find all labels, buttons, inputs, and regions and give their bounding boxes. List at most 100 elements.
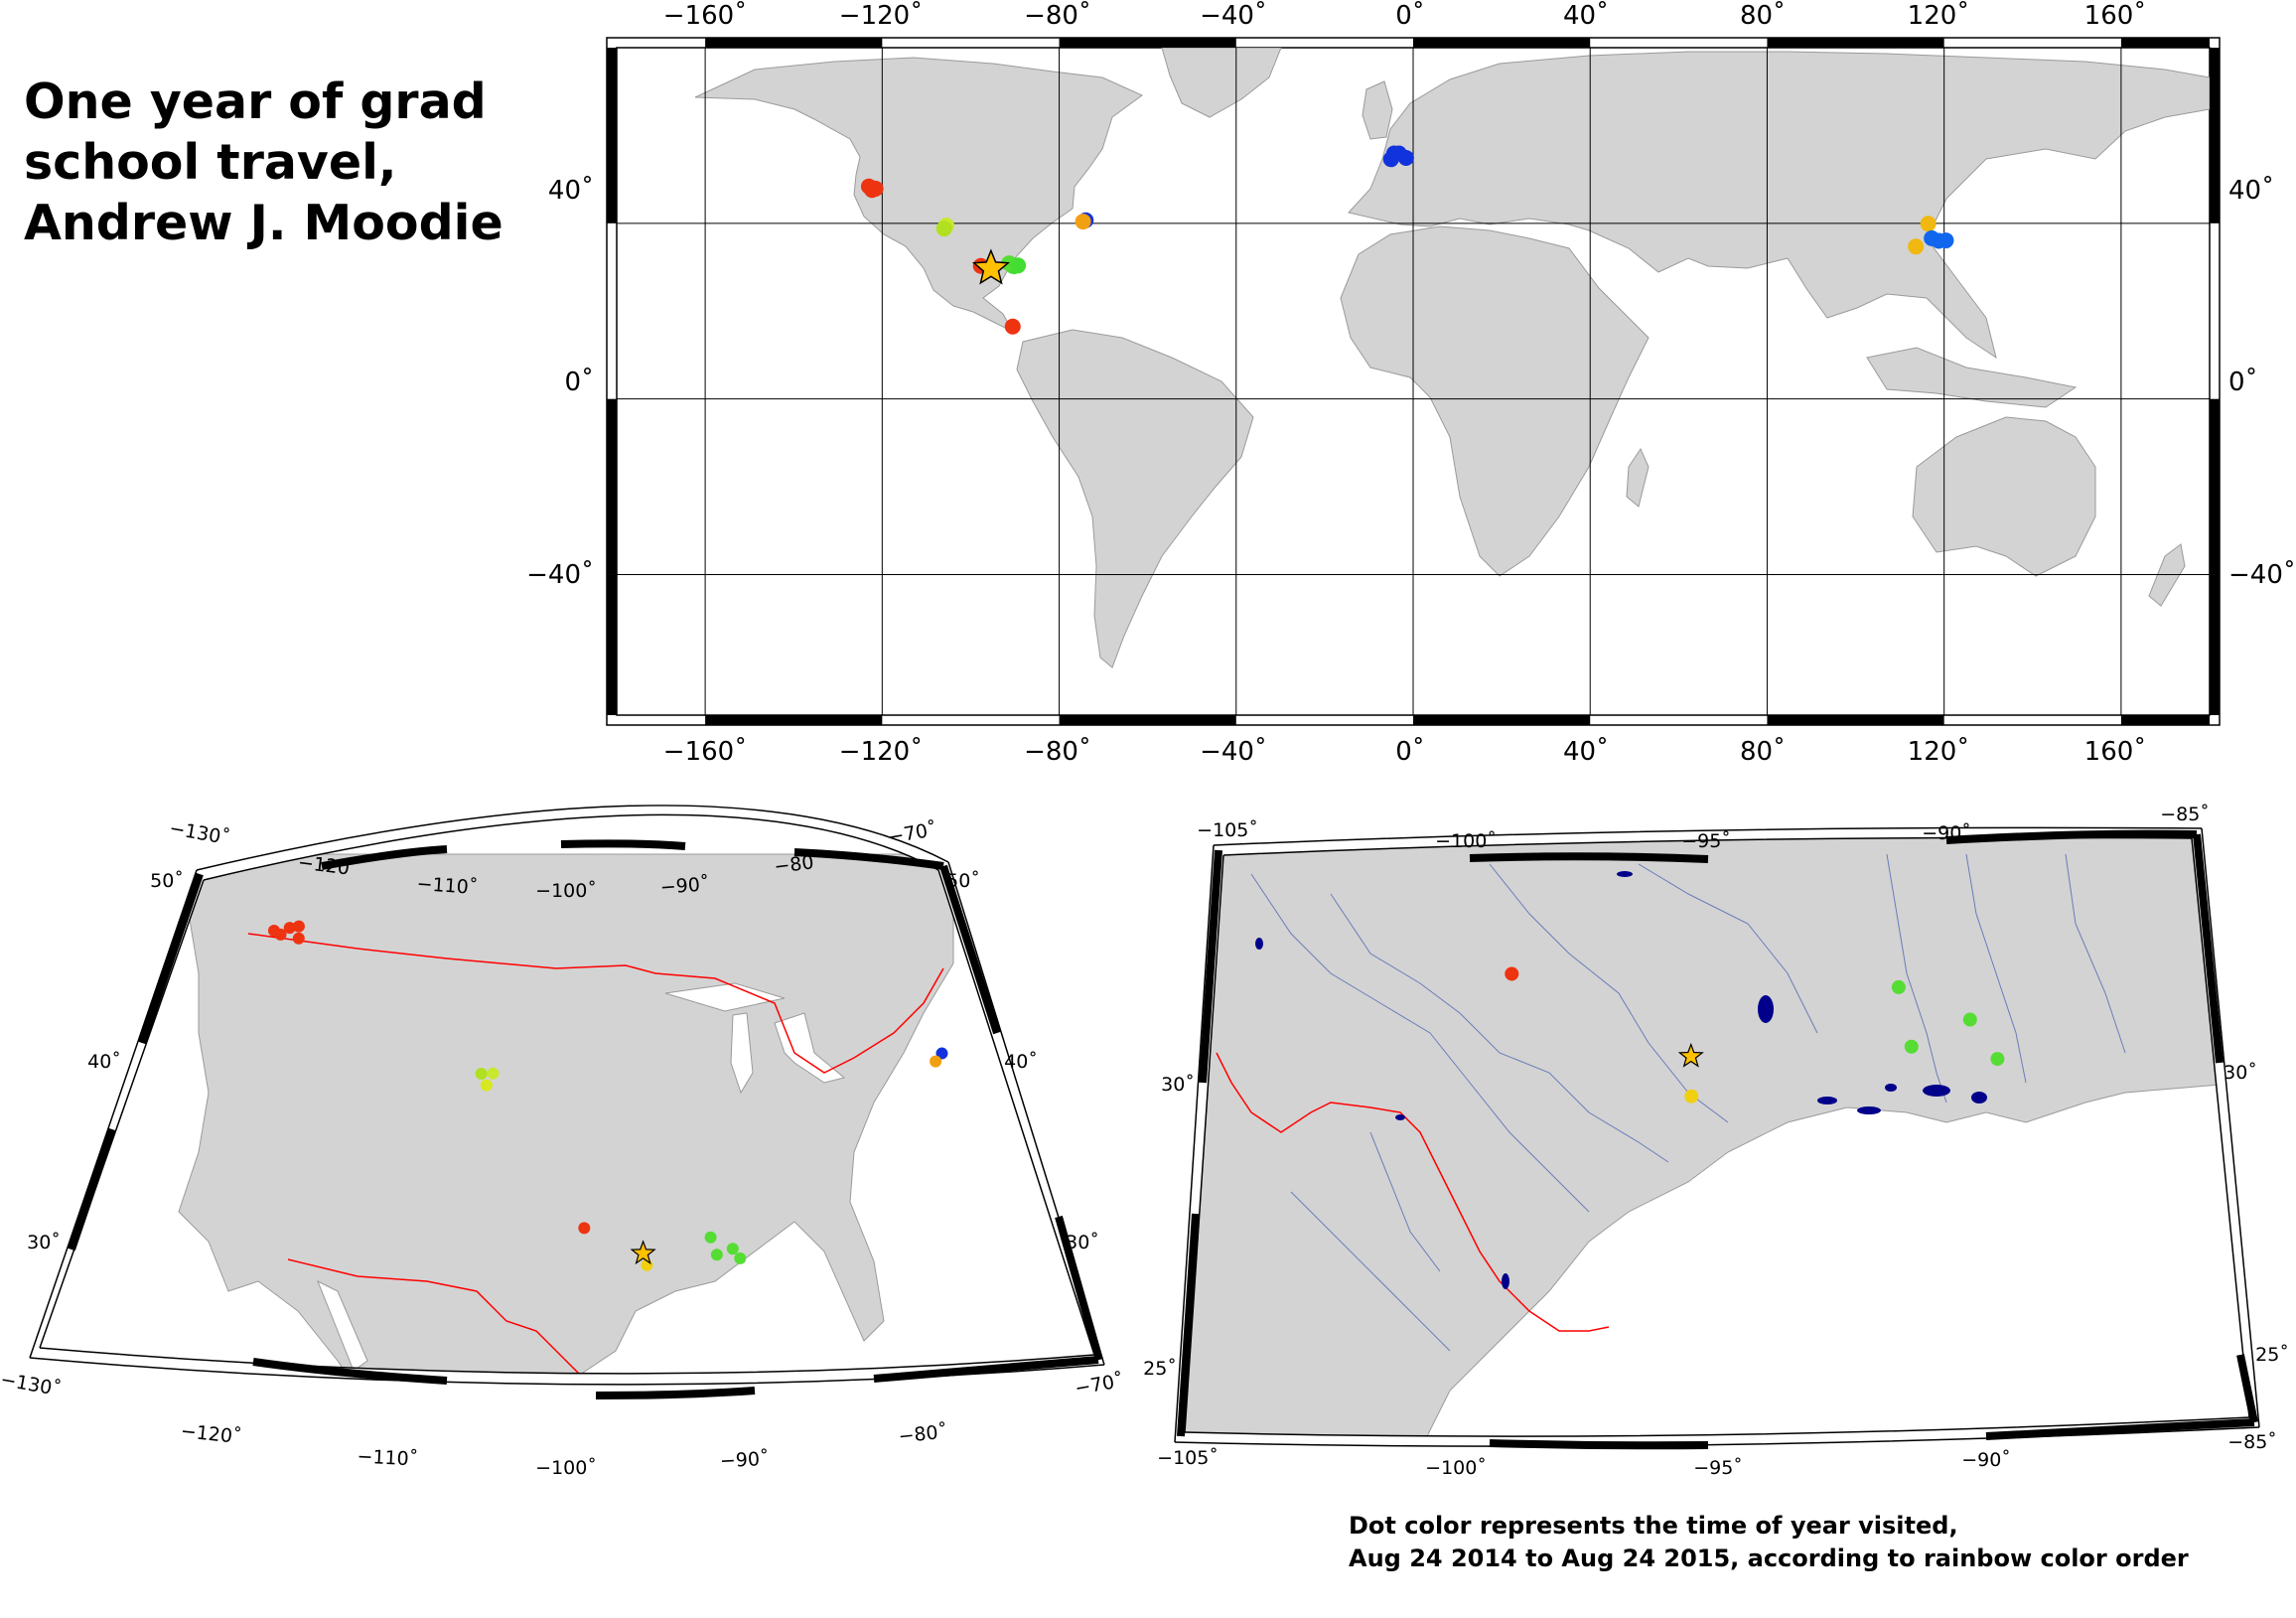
- scale-bar-segment: [607, 48, 617, 223]
- us-lon-labels-top: −130˚ −120˚ −110˚ −100˚ −90˚ −80˚ −70˚: [168, 817, 939, 902]
- landmass-southeast-asia-islands: [1866, 347, 2078, 408]
- gulf-lon-label-bottom: −100˚: [1425, 1457, 1487, 1479]
- scale-bar-segment: [2210, 398, 2220, 575]
- us-lon-label-bottom: −130˚: [0, 1369, 63, 1400]
- world-lon-labels-bottom: −160˚ −120˚ −80˚ −40˚ 0˚ 40˚ 80˚ 120˚ 16…: [663, 737, 2147, 767]
- scale-bar-segment: [1059, 715, 1236, 725]
- gulf-lon-label-top: −105˚: [1197, 819, 1258, 841]
- us-lon-label-top: −110˚: [416, 873, 479, 899]
- us-lat-labels-right: 50˚ 40˚ 30˚: [946, 870, 1099, 1253]
- visit-dot: [1904, 1039, 1919, 1054]
- scale-bar-segment: [2120, 38, 2210, 48]
- lake-huron-erie: [774, 1012, 846, 1084]
- visit-dot: [1077, 212, 1094, 228]
- landmass-eurasia: [1348, 51, 2210, 360]
- us-lat-labels-left: 50˚ 40˚ 30˚: [27, 870, 184, 1253]
- visit-dot: [704, 1231, 717, 1244]
- scale-bar-segment: [1059, 38, 1236, 48]
- world-lon-label-bottom: 0˚: [1395, 737, 1425, 767]
- us-lon-label-bottom: −110˚: [357, 1445, 419, 1470]
- world-lon-label-top: 40˚: [1563, 1, 1609, 31]
- gulf-of-california: [317, 1279, 368, 1372]
- gulf-lon-label-top: −90˚: [1922, 822, 1971, 844]
- world-lat-labels-right: 40˚ 0˚ −40˚: [2228, 176, 2296, 590]
- landmass-new-zealand: [2148, 543, 2186, 607]
- gulf-lat-label-right: 25˚: [2255, 1344, 2289, 1366]
- gulf-lon-label-top: −85˚: [2160, 804, 2210, 825]
- world-lon-label-top: 160˚: [2084, 1, 2147, 31]
- world-map-frame: [606, 37, 2221, 726]
- us-lon-label-bottom: −90˚: [719, 1448, 770, 1473]
- us-lon-label-top: −130˚: [168, 817, 232, 849]
- us-lon-label-top: −90˚: [659, 873, 710, 898]
- visit-dot: [710, 1249, 723, 1261]
- world-lon-label-top: −40˚: [1200, 1, 1267, 31]
- scale-bar-segment: [705, 715, 883, 725]
- world-lon-label-bottom: −160˚: [663, 737, 747, 767]
- visit-dot: [1924, 229, 1940, 246]
- landmass-south-america: [1016, 329, 1254, 668]
- landmass-british-isles: [1362, 80, 1393, 140]
- visit-dot: [1908, 238, 1925, 255]
- world-lon-label-top: −80˚: [1024, 1, 1091, 31]
- visit-dot: [1931, 232, 1947, 249]
- visit-dot: [864, 182, 881, 199]
- visit-dot: [1990, 1052, 2005, 1067]
- visit-dot: [1001, 255, 1018, 272]
- world-visit-dots: [860, 145, 1954, 335]
- gulf-lon-labels-bottom: −105˚ −100˚ −95˚ −90˚ −85˚: [1157, 1431, 2277, 1479]
- rio-grande-border: [1216, 1052, 1610, 1332]
- visit-dot: [867, 180, 884, 197]
- home-star-icon: [971, 248, 1010, 285]
- visit-dot: [1891, 979, 1906, 994]
- world-lon-label-bottom: 40˚: [1563, 737, 1609, 767]
- visit-dot: [1010, 257, 1027, 274]
- title-line-2: school travel,: [24, 134, 397, 191]
- visit-dot: [734, 1251, 747, 1264]
- visit-dot: [1962, 1012, 1977, 1027]
- visit-dot: [1505, 966, 1519, 981]
- map-title: One year of grad school travel, Andrew J…: [24, 72, 540, 253]
- world-lon-label-top: −120˚: [839, 1, 923, 31]
- us-lon-label-bottom: −70˚: [1074, 1370, 1126, 1399]
- us-map-frame: [29, 805, 1105, 1386]
- visit-dot: [937, 218, 954, 234]
- visit-dot: [1075, 214, 1091, 230]
- scale-bar-segment: [1767, 715, 1944, 725]
- visit-dot: [1920, 216, 1937, 232]
- visit-dot: [930, 1055, 942, 1068]
- world-scale-bars: [607, 38, 2220, 725]
- visit-dot: [292, 920, 305, 933]
- visit-dot: [641, 1258, 653, 1271]
- scale-bar-segment: [1413, 715, 1591, 725]
- world-lat-label-left: 40˚: [548, 176, 594, 206]
- us-lon-label-top: −120˚: [297, 851, 360, 880]
- us-lon-label-bottom: −120˚: [180, 1420, 243, 1448]
- scale-bar-segment: [2120, 715, 2210, 725]
- color-legend-caption: Dot color represents the time of year vi…: [1349, 1510, 2189, 1575]
- world-lon-labels-top: −160˚ −120˚ −80˚ −40˚ 0˚ 40˚ 80˚ 120˚ 16…: [663, 1, 2147, 31]
- us-canada-border: [247, 933, 944, 1074]
- scale-bar-segment: [2210, 48, 2220, 223]
- scale-bar-segment: [607, 398, 617, 575]
- landmass-greenland: [1161, 48, 1282, 118]
- us-lon-label-bottom: −100˚: [535, 1457, 597, 1479]
- world-lon-label-bottom: −120˚: [839, 737, 923, 767]
- home-star-icon: [630, 1240, 656, 1265]
- us-lon-labels-bottom: −130˚ −120˚ −110˚ −100˚ −90˚ −80˚ −70˚: [0, 1369, 1125, 1479]
- us-scale-bars: [68, 839, 1103, 1399]
- world-lon-label-bottom: 120˚: [1908, 737, 1970, 767]
- gulf-lon-label-bottom: −95˚: [1693, 1457, 1743, 1479]
- us-lat-label-left: 40˚: [87, 1051, 121, 1073]
- landmass-madagascar: [1626, 447, 1650, 508]
- visit-dot: [1397, 149, 1414, 166]
- gulf-visit-dots: [1505, 966, 2005, 1103]
- gulf-lon-label-bottom: −85˚: [2227, 1431, 2277, 1453]
- water-bodies: [1255, 871, 1987, 1289]
- gulf-of-mexico-water: [1419, 1082, 2249, 1437]
- visit-dot: [860, 178, 877, 195]
- visit-dot: [283, 922, 296, 935]
- world-lon-label-bottom: −40˚: [1200, 737, 1267, 767]
- visit-dot: [480, 1079, 493, 1092]
- us-lat-label-right: 30˚: [1066, 1232, 1099, 1253]
